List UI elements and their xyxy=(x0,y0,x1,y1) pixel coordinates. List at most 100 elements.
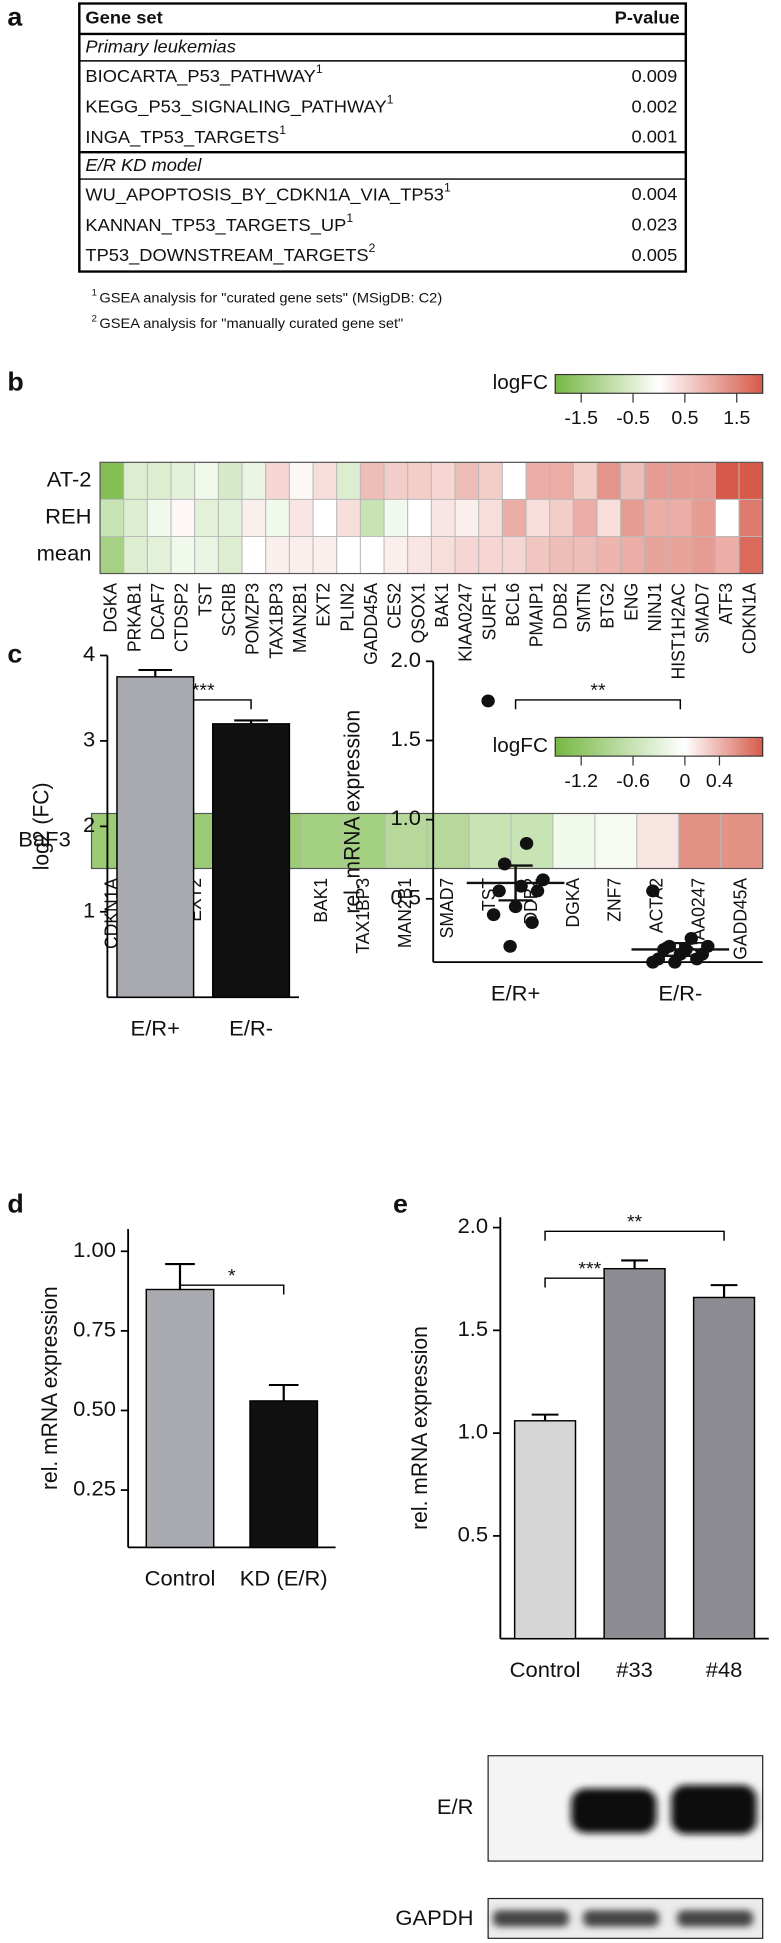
x-tick-label: Control xyxy=(510,1658,581,1681)
heatmap-cell xyxy=(572,536,598,575)
heatmap-cell xyxy=(691,498,716,537)
western-blot: E/R GAPDH xyxy=(395,1755,764,1939)
y-axis-label: rel. mRNA expression xyxy=(340,710,364,914)
column-label: BAK1 xyxy=(311,878,331,923)
y-tick-label: 1.00 xyxy=(73,1238,116,1261)
y-tick-label: 2 xyxy=(83,813,95,836)
heatmap-cell xyxy=(194,461,219,500)
footnote-mark: 1 xyxy=(346,211,353,225)
y-axis-label: rel. mRNA expression xyxy=(407,1326,431,1530)
heatmap-cell xyxy=(691,536,716,575)
column-label: DGKA xyxy=(100,583,120,633)
heatmap-cell xyxy=(738,536,764,575)
x-tick-label: E/R+ xyxy=(491,982,540,1005)
footnote: 1 GSEA analysis for "curated gene sets" (… xyxy=(92,287,443,306)
colorbar-tick-label: 0.5 xyxy=(671,408,698,429)
section-title: Primary leukemias xyxy=(85,37,235,57)
column-label: PLIN2 xyxy=(337,583,357,632)
heatmap-cell xyxy=(738,498,764,537)
x-tick-label: E/R- xyxy=(229,1017,273,1040)
panel-label: e xyxy=(393,1189,408,1218)
footnote-text: GSEA analysis for "manually curated gene… xyxy=(99,316,403,332)
blot-label: GAPDH xyxy=(395,1907,473,1930)
gene-set: BIOCARTA_P53_PATHWAY1 xyxy=(85,63,323,87)
y-tick-label: 0.25 xyxy=(73,1477,116,1500)
column-label: BAK1 xyxy=(432,583,452,628)
heatmap-cell xyxy=(643,536,669,575)
y-tick-label: 0.75 xyxy=(73,1318,116,1341)
heatmap-cell xyxy=(99,536,125,575)
heatmap-cell xyxy=(501,498,527,537)
heatmap-cell xyxy=(288,536,314,575)
blot-band xyxy=(671,1784,757,1835)
heatmap-cell xyxy=(525,536,551,575)
heatmap-cell xyxy=(359,536,385,575)
y-tick-label: 0.5 xyxy=(458,1523,489,1546)
y-tick-label: 0.50 xyxy=(73,1397,116,1420)
column-label: CES2 xyxy=(384,583,404,629)
x-tick-label: Control xyxy=(145,1567,216,1590)
blot-band xyxy=(493,1910,569,1927)
p-value: 0.023 xyxy=(631,215,677,235)
colorbar-label: logFC xyxy=(493,373,548,395)
gene-set-name: BIOCARTA_P53_PATHWAY xyxy=(85,66,315,87)
heatmap-cell xyxy=(123,498,148,537)
heatmap-cell xyxy=(265,536,290,575)
heatmap-cell xyxy=(170,461,196,500)
gene-set: INGA_TP53_TARGETS1 xyxy=(85,123,286,147)
column-label: GADD45A xyxy=(361,583,381,665)
significance-label: ** xyxy=(590,681,606,702)
bar xyxy=(603,1267,666,1640)
bar xyxy=(692,1296,756,1640)
heatmap-cell xyxy=(525,498,551,537)
blot-band xyxy=(571,1788,657,1833)
gene-set-name: INGA_TP53_TARGETS xyxy=(85,127,279,148)
heatmap-cell xyxy=(454,461,480,500)
column-label: PRKAB1 xyxy=(124,583,144,652)
blot-band xyxy=(583,1910,659,1927)
data-point xyxy=(525,916,539,929)
column-label: MAN2B1 xyxy=(290,583,310,653)
heatmap-cell xyxy=(265,461,290,500)
heatmap-cell xyxy=(241,461,267,500)
colorbar-tick-label: -0.5 xyxy=(616,408,650,429)
data-point xyxy=(497,857,512,871)
footnote-mark: 1 xyxy=(444,181,451,195)
colorbar-tick-label: 0 xyxy=(679,771,690,792)
heatmap-cell xyxy=(265,498,290,537)
heatmap-cell xyxy=(691,461,716,500)
significance-bracket xyxy=(544,1230,725,1241)
table-header: P-value xyxy=(615,8,680,28)
footnote-mark: 1 xyxy=(387,93,394,107)
p-value: 0.005 xyxy=(631,245,677,265)
y-tick-label: 0.5 xyxy=(390,886,421,909)
column-label: SMAD7 xyxy=(437,878,457,938)
heatmap-cell xyxy=(383,536,409,575)
heatmap-cell xyxy=(359,498,385,537)
gene-set-name: KANNAN_TP53_TARGETS_UP xyxy=(85,215,346,236)
column-label: NINJ1 xyxy=(645,583,665,632)
colorbar-label: logFC xyxy=(493,735,548,757)
data-point xyxy=(508,900,523,914)
heatmap-cell xyxy=(738,461,764,500)
column-label: DDB2 xyxy=(550,583,570,630)
x-tick-label: KD (E/R) xyxy=(240,1567,328,1590)
heatmap-cell xyxy=(549,461,574,500)
y-tick-label: 2.0 xyxy=(458,1215,489,1238)
bar xyxy=(212,723,291,998)
heatmap-cell xyxy=(241,498,267,537)
colorbar-tick-label: -1.5 xyxy=(564,408,598,429)
heatmap-cell xyxy=(123,536,148,575)
heatmap-cell xyxy=(407,498,432,537)
heatmap-cell xyxy=(312,461,338,500)
heatmap-cell xyxy=(572,461,598,500)
gene-set-name: KEGG_P53_SIGNALING_PATHWAY xyxy=(85,97,386,118)
column-label: QSOX1 xyxy=(408,583,428,643)
heatmap-cell xyxy=(549,498,574,537)
colorbar xyxy=(554,373,764,394)
heatmap-cell xyxy=(407,461,432,500)
heatmap-cell xyxy=(217,461,243,500)
p-value: 0.002 xyxy=(631,97,677,117)
column-label: PMAIP1 xyxy=(526,583,546,647)
heatmap-cell xyxy=(430,536,456,575)
